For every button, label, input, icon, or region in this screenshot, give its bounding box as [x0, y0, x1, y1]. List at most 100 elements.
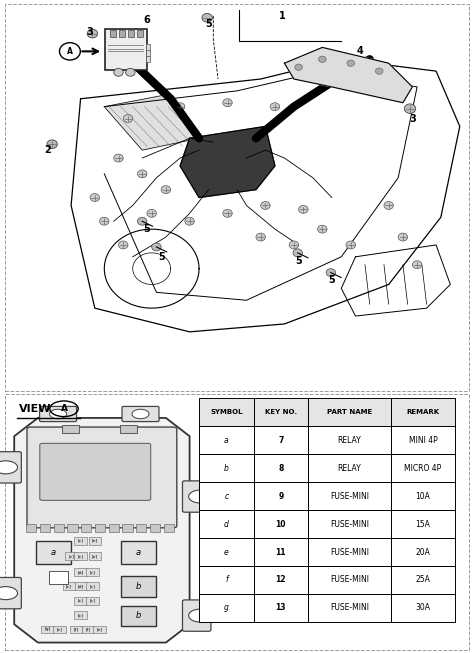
- Bar: [74, 568, 87, 576]
- Circle shape: [347, 60, 355, 67]
- Text: [c]: [c]: [78, 539, 83, 543]
- Text: FUSE-MINI: FUSE-MINI: [330, 548, 369, 556]
- Text: [c]: [c]: [78, 554, 83, 558]
- Bar: [199, 566, 254, 594]
- Bar: [254, 510, 308, 538]
- Bar: [119, 424, 137, 432]
- Bar: [74, 582, 87, 590]
- Bar: [63, 582, 75, 590]
- Text: 8: 8: [278, 464, 283, 473]
- Text: [e]: [e]: [92, 554, 98, 558]
- Bar: [150, 524, 160, 532]
- Circle shape: [137, 170, 147, 178]
- Circle shape: [261, 202, 270, 210]
- Circle shape: [185, 217, 194, 225]
- Bar: [109, 524, 119, 532]
- Text: KEY NO.: KEY NO.: [265, 409, 297, 415]
- Bar: [36, 541, 71, 564]
- Circle shape: [114, 69, 123, 76]
- Bar: [95, 524, 105, 532]
- Text: [c]: [c]: [78, 613, 83, 617]
- Text: A: A: [67, 47, 73, 56]
- Bar: [146, 56, 151, 63]
- Circle shape: [289, 241, 299, 249]
- Text: MICRO 4P: MICRO 4P: [404, 464, 442, 473]
- Bar: [391, 426, 455, 454]
- Text: [f]: [f]: [85, 628, 90, 631]
- Text: 5: 5: [144, 224, 150, 234]
- Text: g: g: [224, 603, 229, 613]
- Bar: [254, 566, 308, 594]
- Text: 11: 11: [275, 548, 286, 556]
- Circle shape: [404, 104, 416, 114]
- Text: FUSE-MINI: FUSE-MINI: [330, 575, 369, 584]
- Circle shape: [114, 154, 123, 162]
- Text: 4: 4: [357, 46, 364, 56]
- Bar: [53, 626, 66, 633]
- Text: 25A: 25A: [416, 575, 430, 584]
- Bar: [146, 50, 151, 57]
- FancyBboxPatch shape: [0, 577, 21, 609]
- Bar: [199, 398, 254, 426]
- Text: 7: 7: [278, 436, 283, 445]
- Bar: [308, 398, 391, 426]
- Bar: [199, 510, 254, 538]
- Text: b: b: [136, 582, 141, 591]
- Text: b: b: [224, 464, 229, 473]
- Bar: [308, 566, 391, 594]
- Text: 10: 10: [275, 520, 286, 528]
- Text: a: a: [136, 548, 141, 557]
- Circle shape: [223, 99, 232, 106]
- Bar: [70, 626, 82, 633]
- Bar: [391, 510, 455, 538]
- Circle shape: [375, 68, 383, 74]
- FancyBboxPatch shape: [122, 406, 159, 422]
- Circle shape: [299, 206, 308, 214]
- Text: [e]: [e]: [92, 539, 98, 543]
- Polygon shape: [284, 48, 412, 103]
- Circle shape: [0, 586, 18, 599]
- Circle shape: [270, 103, 280, 110]
- Circle shape: [202, 14, 212, 22]
- Text: [c]: [c]: [90, 584, 95, 588]
- Text: f: f: [225, 575, 228, 584]
- Bar: [86, 568, 99, 576]
- Bar: [26, 524, 36, 532]
- Text: RELAY: RELAY: [337, 464, 362, 473]
- Bar: [254, 426, 308, 454]
- Circle shape: [189, 490, 212, 503]
- Text: FUSE-MINI: FUSE-MINI: [330, 520, 369, 528]
- Bar: [136, 524, 146, 532]
- Bar: [128, 31, 135, 37]
- Text: 9: 9: [278, 492, 283, 501]
- Circle shape: [295, 64, 302, 71]
- Circle shape: [147, 210, 156, 217]
- Bar: [146, 44, 151, 50]
- Text: 2: 2: [44, 145, 51, 155]
- Bar: [391, 482, 455, 510]
- Circle shape: [161, 185, 171, 193]
- Bar: [199, 426, 254, 454]
- FancyBboxPatch shape: [40, 443, 151, 500]
- Bar: [121, 576, 156, 597]
- Circle shape: [152, 243, 161, 251]
- Bar: [254, 398, 308, 426]
- Bar: [308, 510, 391, 538]
- Bar: [308, 426, 391, 454]
- FancyBboxPatch shape: [104, 29, 147, 70]
- Bar: [74, 611, 87, 619]
- Circle shape: [132, 409, 149, 419]
- Circle shape: [49, 409, 66, 419]
- Bar: [41, 626, 54, 633]
- Bar: [199, 454, 254, 482]
- Text: [f]: [f]: [73, 628, 78, 631]
- Bar: [86, 582, 99, 590]
- Bar: [89, 537, 101, 545]
- Circle shape: [137, 217, 147, 225]
- Bar: [254, 454, 308, 482]
- Text: VIEW: VIEW: [19, 404, 52, 414]
- Bar: [391, 454, 455, 482]
- Circle shape: [326, 268, 336, 277]
- Circle shape: [318, 225, 327, 233]
- Text: 12: 12: [275, 575, 286, 584]
